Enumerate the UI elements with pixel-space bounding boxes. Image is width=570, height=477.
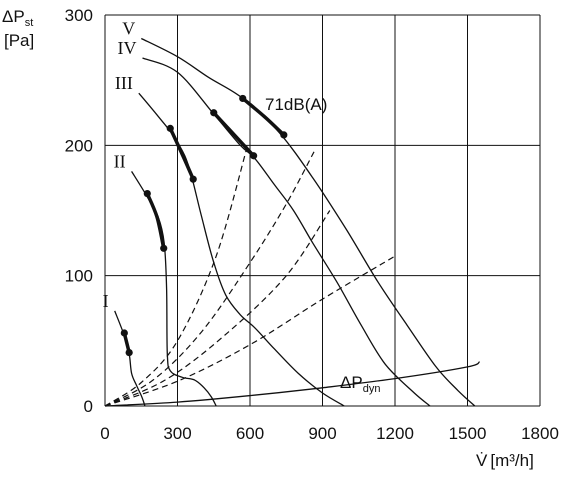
system-curve-dashed [104,210,331,407]
curve-III-marker [166,124,174,132]
y-axis-symbol: ΔPst [2,7,33,29]
x-tick-label: 1200 [376,424,414,443]
system-curve-dashed [104,255,396,407]
tick-labels: 0 300 600 900 1200 1500 1800 0 100 200 300 [65,6,559,443]
curve-II [131,171,217,407]
x-axis-label: V̇ [m³/h] [476,451,534,470]
curve-V-bold-segment [241,96,286,137]
curve-III-bold-segment [168,126,195,181]
y-tick-label: 0 [84,397,93,416]
x-tick-label: 300 [163,424,191,443]
curve-IV-marker [210,109,218,117]
curve-I-marker [120,329,128,337]
curve-V [141,37,476,407]
curve-label-V: V [122,18,135,38]
fan-curves [114,37,476,407]
curve-IV-bold-segment [212,111,256,158]
dynamic-pressure-label: ΔPdyn [340,373,380,395]
x-tick-label: 1800 [521,424,559,443]
grid [104,14,541,407]
system-curve-dashed [104,151,315,407]
curve-V-marker [239,94,247,103]
curve-V-marker [280,131,288,139]
y-tick-label: 200 [65,136,93,155]
y-axis-unit: [Pa] [4,31,34,50]
x-tick-label: 0 [100,424,109,443]
curve-II-marker [143,189,151,198]
curve-label-I: I [103,291,109,311]
curve-II-bold-segment [145,191,166,251]
curve-I-marker [125,348,133,357]
curve-I [114,310,146,407]
y-tick-label: 100 [65,267,93,286]
curve-III [138,92,345,407]
curve-label-IV: IV [117,38,136,58]
curve-III-marker [189,175,197,183]
x-tick-label: 600 [236,424,264,443]
noise-level-label: 71dB(A) [265,95,327,114]
curve-IV-marker [250,152,258,160]
curve-label-III: III [115,73,133,93]
x-tick-label: 900 [308,424,336,443]
x-tick-label: 1500 [449,424,487,443]
y-tick-label: 300 [65,6,93,25]
curve-label-II: II [114,151,126,171]
system-curve-dashed [104,145,249,407]
dynamic-pressure-line [104,361,480,407]
curve-II-marker [160,244,168,252]
